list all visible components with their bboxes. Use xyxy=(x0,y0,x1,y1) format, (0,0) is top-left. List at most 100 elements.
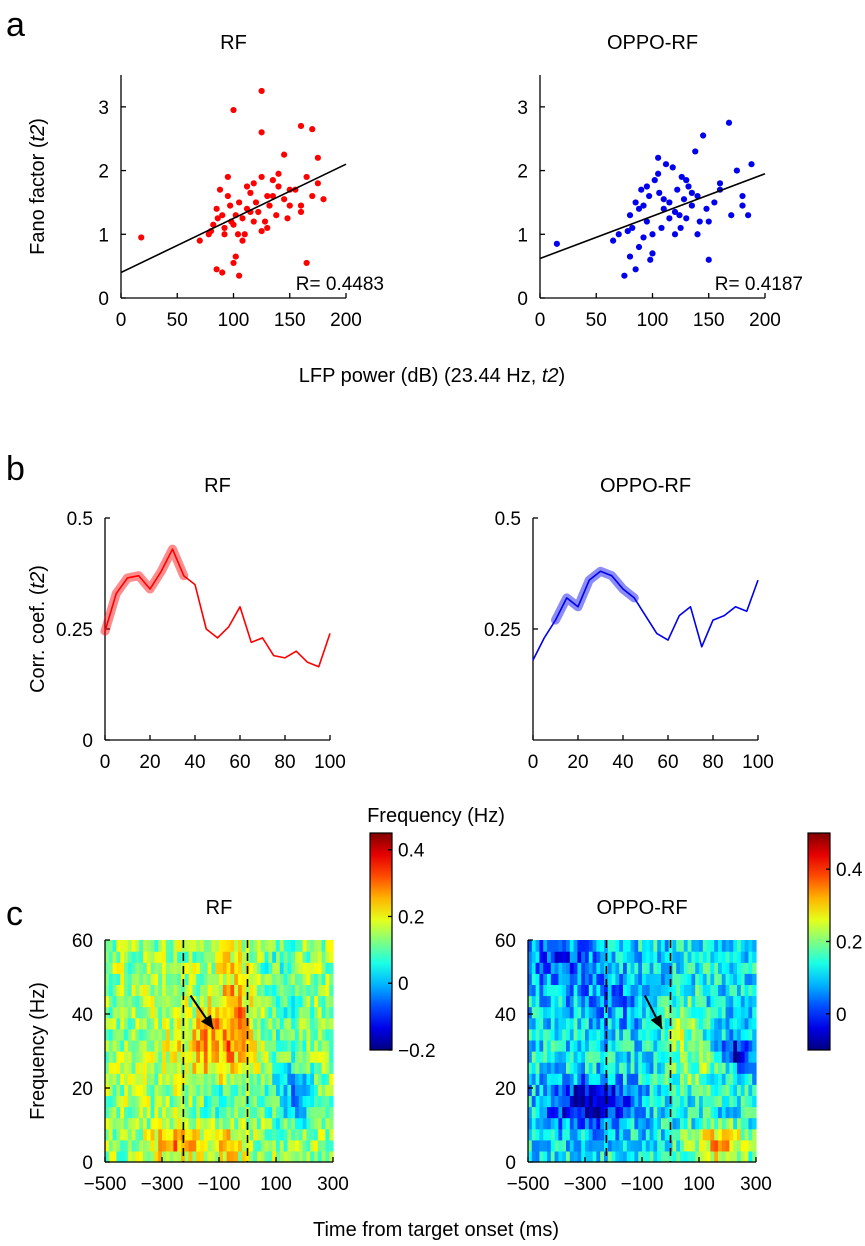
c-rf-cell xyxy=(169,1150,174,1163)
c-rf-cell xyxy=(165,1028,171,1041)
c-rf-cell xyxy=(245,1139,250,1152)
c-oppo-cell xyxy=(619,940,624,952)
c-oppo-cell xyxy=(733,1095,738,1108)
c-oppo-cell xyxy=(554,1051,559,1063)
c-rf-cell xyxy=(211,973,216,985)
c-rf-cell xyxy=(135,1028,140,1041)
c-oppo-cell xyxy=(535,1084,540,1096)
a-rf-xtick-label: 100 xyxy=(218,310,250,331)
c-rf-cell xyxy=(188,1006,193,1019)
c-oppo-cell xyxy=(585,1117,590,1130)
c-oppo-cell xyxy=(721,1073,727,1085)
c-oppo-cell xyxy=(653,1084,658,1096)
c-oppo-cell xyxy=(687,1084,692,1096)
c-oppo-cell xyxy=(664,1017,670,1030)
c-rf-cell xyxy=(127,1117,133,1130)
c-rf-cell xyxy=(253,1117,258,1130)
c-oppo-cell xyxy=(687,1006,692,1019)
c-rf-cell xyxy=(234,1139,239,1152)
c-rf-cell xyxy=(249,1006,254,1019)
c-rf-cell xyxy=(139,984,144,997)
c-oppo-cell xyxy=(664,995,670,1008)
c-oppo-cell xyxy=(585,951,590,963)
c-rf-cell xyxy=(264,1062,269,1074)
c-rf-cell xyxy=(329,1006,334,1019)
c-rf-cell xyxy=(219,1006,224,1019)
c-rf-cell xyxy=(173,995,178,1008)
a-rf-point xyxy=(219,269,226,276)
c-oppo-cell xyxy=(531,1051,537,1063)
c-oppo-cell xyxy=(661,940,666,952)
c-oppo-cell xyxy=(676,1028,681,1041)
c-rf-cell xyxy=(196,1006,201,1019)
c-rf-cell xyxy=(173,1062,178,1074)
c-oppo-cell xyxy=(740,1017,746,1030)
c-oppo-cell xyxy=(585,1128,590,1141)
c-oppo-cell xyxy=(737,1062,742,1074)
c-rf-cell xyxy=(154,1039,159,1052)
c-rf-cell xyxy=(272,1051,277,1063)
c-oppo-cell xyxy=(645,940,651,952)
c-oppo-cell xyxy=(691,1139,696,1152)
c-rf-cell xyxy=(188,1095,193,1108)
c-oppo-cell xyxy=(642,984,647,997)
c-oppo-cell xyxy=(581,1117,586,1130)
c-oppo-cell xyxy=(588,984,594,997)
c-rf-cell xyxy=(291,1006,296,1019)
c-oppo-cell xyxy=(657,1006,662,1019)
c-rf-cell xyxy=(188,1039,193,1052)
c-rf-cell xyxy=(279,1150,285,1163)
c-rf-cell xyxy=(226,984,231,997)
c-rf-cell xyxy=(135,1073,140,1085)
c-oppo-cell xyxy=(649,973,654,985)
c-rf-cell xyxy=(120,1039,125,1052)
c-oppo-cell xyxy=(657,962,662,974)
c-rf-cell xyxy=(196,1117,201,1130)
c-rf-cell xyxy=(219,1051,224,1063)
c-rf-cell xyxy=(139,1006,144,1019)
c-rf-cell xyxy=(211,1028,216,1041)
c-oppo-cell xyxy=(714,1139,719,1152)
c-rf-cell xyxy=(272,1084,277,1096)
c-oppo-cell xyxy=(664,1139,670,1152)
c-rf-cell xyxy=(146,1073,152,1085)
c-oppo-cell xyxy=(740,995,746,1008)
c-rf-cell xyxy=(150,940,155,952)
c-oppo-cell xyxy=(676,1095,681,1108)
c-rf-cell xyxy=(127,962,133,974)
c-rf-cell xyxy=(302,1150,307,1163)
c-rf-cell xyxy=(105,1073,110,1085)
c-rf-cell xyxy=(279,940,285,952)
c-rf-cell xyxy=(200,1028,205,1041)
c-oppo-cell xyxy=(592,1117,597,1130)
c-oppo-cell xyxy=(702,1017,708,1030)
c-oppo-cell xyxy=(664,1039,670,1052)
c-rf-cell xyxy=(276,1017,281,1030)
c-oppo-cell xyxy=(687,951,692,963)
a-oppo-point xyxy=(692,148,699,155)
c-oppo-cell xyxy=(695,951,700,963)
c-rf-cell xyxy=(287,1062,292,1074)
c-oppo-cell xyxy=(539,1028,544,1041)
c-oppo-cell xyxy=(550,1039,556,1052)
c-rf-cell xyxy=(279,1039,285,1052)
c-oppo-cell xyxy=(721,951,727,963)
c-oppo-cell xyxy=(623,1106,628,1119)
c-rf-cell xyxy=(272,1073,277,1085)
c-oppo-cell xyxy=(649,1106,654,1119)
c-rf-cell xyxy=(184,1106,190,1119)
c-rf-cell xyxy=(150,1017,155,1030)
c-rf-cell xyxy=(192,1117,197,1130)
c-rf-cell xyxy=(276,1117,281,1130)
c-rf-cell xyxy=(306,1006,311,1019)
c-oppo-cell xyxy=(607,1095,613,1108)
c-oppo-cell xyxy=(600,973,605,985)
c-oppo-cell xyxy=(596,1006,601,1019)
c-rf-cell xyxy=(188,1139,193,1152)
c-rf-colorbar-label: −0.2 xyxy=(398,1041,436,1062)
c-rf-cell xyxy=(105,1039,110,1052)
c-rf-cell xyxy=(203,1095,209,1108)
c-oppo-cell xyxy=(581,940,586,952)
c-rf-cell xyxy=(219,1117,224,1130)
